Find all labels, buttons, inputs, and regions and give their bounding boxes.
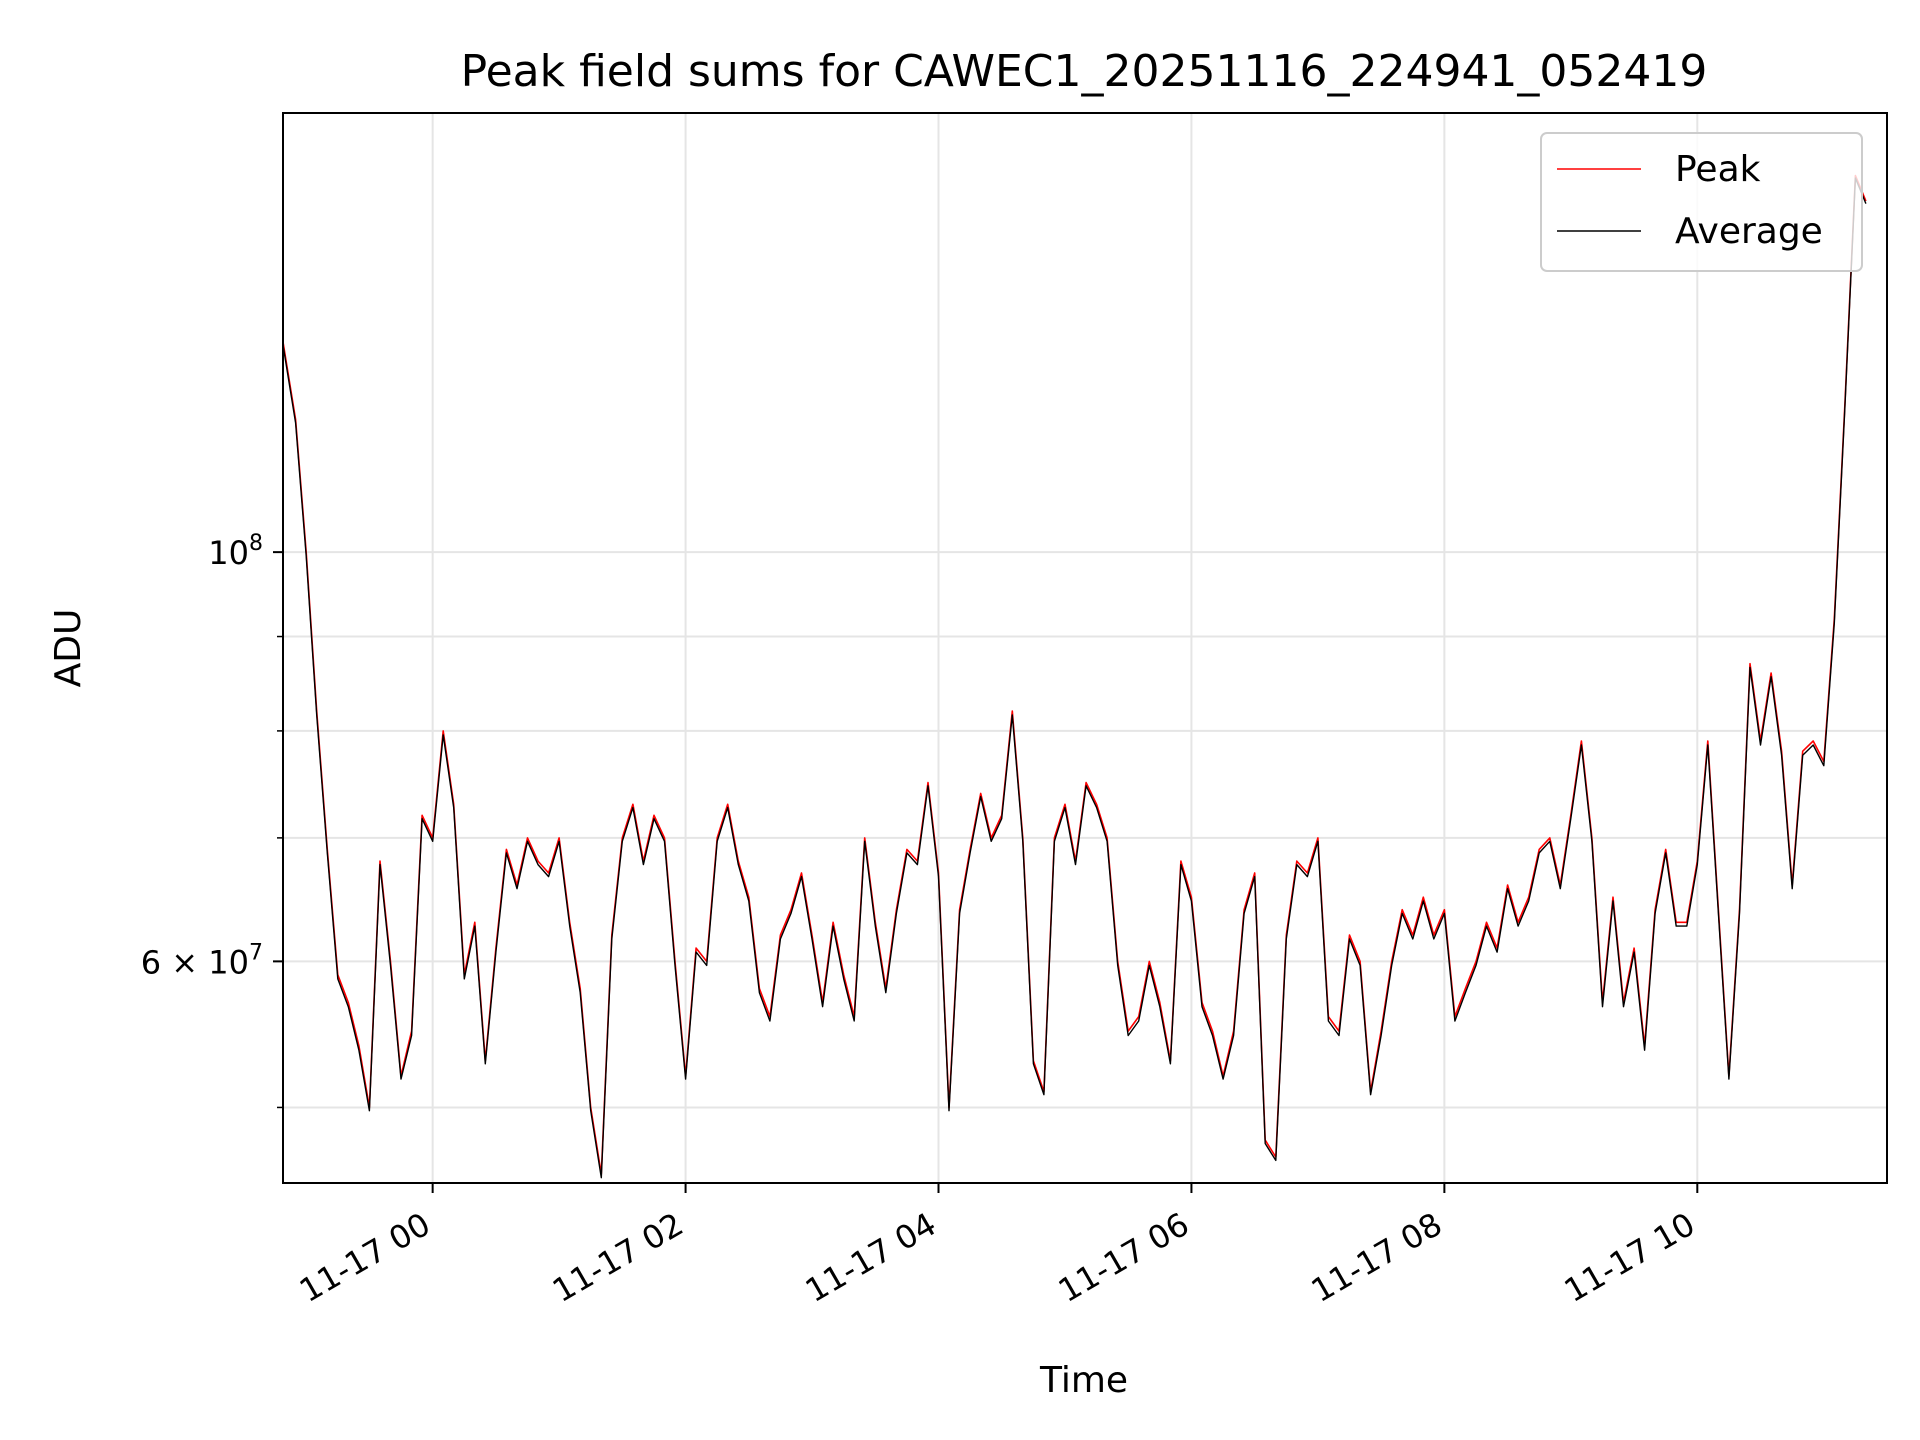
y-tick-label: 6 × 107 [141,940,263,981]
legend: Peak Average [1540,132,1863,272]
plot-frame [282,112,1888,1184]
y-axis-label: ADU [48,609,89,688]
series-line-average [283,177,1867,1179]
grid [283,113,1887,1183]
x-axis-label: Time [1039,1360,1128,1401]
series-layer [283,174,1867,1179]
legend-box [1540,132,1863,272]
legend-label-average: Average [1675,211,1823,252]
chart-title: Peak field sums for CAWEC1_20251116_2249… [461,46,1708,97]
y-axis: 6 × 107 108 [141,531,283,1109]
legend-label-peak: Peak [1675,149,1761,190]
y-tick-label: 108 [208,531,263,572]
